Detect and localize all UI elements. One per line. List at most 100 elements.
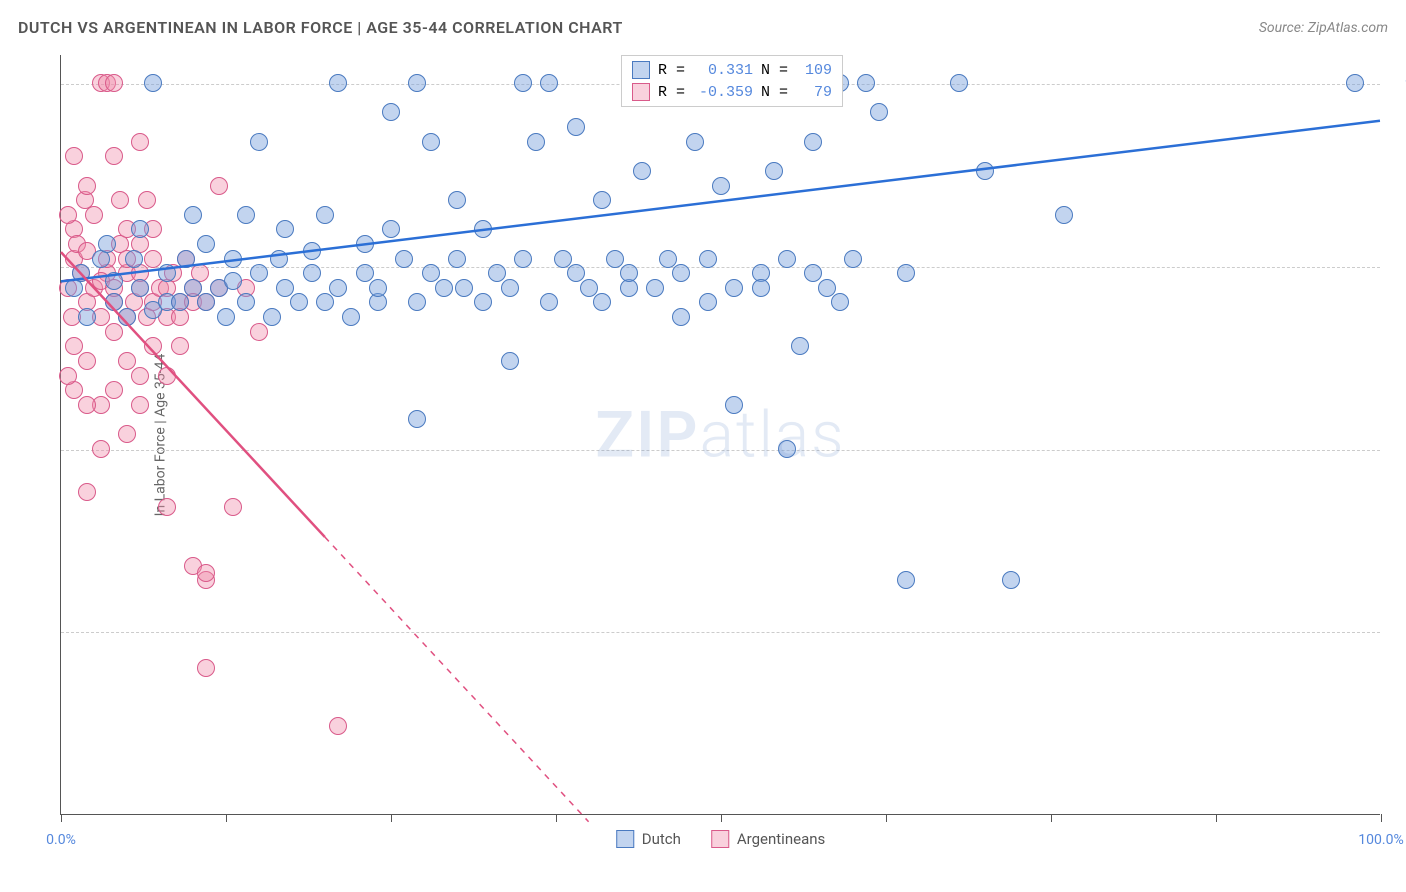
legend-item-argentineans: Argentineans bbox=[711, 830, 825, 848]
argentineans-point bbox=[105, 147, 123, 165]
dutch-point bbox=[171, 293, 189, 311]
dutch-point bbox=[593, 191, 611, 209]
dutch-point bbox=[276, 279, 294, 297]
argentineans-point bbox=[118, 352, 136, 370]
x-tick-label: 100.0% bbox=[1358, 832, 1403, 848]
argentineans-point bbox=[92, 440, 110, 458]
legend-row-argentineans: R = -0.359 N = 79 bbox=[632, 81, 832, 103]
argentineans-point bbox=[111, 191, 129, 209]
argentineans-point bbox=[85, 206, 103, 224]
dutch-point bbox=[263, 308, 281, 326]
dutch-point bbox=[316, 293, 334, 311]
swatch-dutch bbox=[632, 61, 650, 79]
argentineans-point bbox=[197, 564, 215, 582]
x-tick-label: 0.0% bbox=[46, 832, 76, 848]
argentineans-point bbox=[131, 133, 149, 151]
dutch-point bbox=[567, 118, 585, 136]
argentineans-point bbox=[105, 381, 123, 399]
dutch-point bbox=[224, 272, 242, 290]
argentineans-point bbox=[65, 147, 83, 165]
dutch-point bbox=[765, 162, 783, 180]
dutch-point bbox=[131, 220, 149, 238]
swatch-argentineans bbox=[711, 830, 729, 848]
dutch-point bbox=[580, 279, 598, 297]
dutch-point bbox=[699, 293, 717, 311]
dutch-point bbox=[752, 279, 770, 297]
dutch-point bbox=[270, 250, 288, 268]
source-attribution: Source: ZipAtlas.com bbox=[1259, 20, 1388, 36]
dutch-point bbox=[382, 103, 400, 121]
argentineans-point bbox=[105, 74, 123, 92]
argentineans-point bbox=[131, 367, 149, 385]
x-tick bbox=[1381, 814, 1382, 822]
n-label: N = bbox=[761, 62, 788, 79]
dutch-point bbox=[144, 74, 162, 92]
argentineans-point bbox=[105, 323, 123, 341]
dutch-point bbox=[408, 293, 426, 311]
dutch-point bbox=[329, 74, 347, 92]
dutch-point bbox=[329, 279, 347, 297]
dutch-point bbox=[857, 74, 875, 92]
dutch-point bbox=[382, 220, 400, 238]
x-tick bbox=[1216, 814, 1217, 822]
n-label: N = bbox=[761, 84, 788, 101]
argentineans-point bbox=[118, 425, 136, 443]
dutch-point bbox=[818, 279, 836, 297]
dutch-point bbox=[408, 410, 426, 428]
dutch-point bbox=[672, 264, 690, 282]
dutch-point bbox=[554, 250, 572, 268]
dutch-point bbox=[712, 177, 730, 195]
argentineans-point bbox=[78, 396, 96, 414]
dutch-point bbox=[237, 206, 255, 224]
argentineans-point bbox=[158, 367, 176, 385]
dutch-point bbox=[1055, 206, 1073, 224]
chart-area: In Labor Force | Age 35-44 62.5%75.0%87.… bbox=[60, 55, 1380, 815]
dutch-point bbox=[791, 337, 809, 355]
x-tick bbox=[61, 814, 62, 822]
dutch-point bbox=[125, 250, 143, 268]
dutch-point bbox=[672, 308, 690, 326]
dutch-r-value: 0.331 bbox=[693, 62, 753, 79]
dutch-point bbox=[184, 206, 202, 224]
dutch-point bbox=[395, 250, 413, 268]
dutch-point bbox=[699, 250, 717, 268]
dutch-point bbox=[184, 279, 202, 297]
argentineans-point bbox=[197, 659, 215, 677]
dutch-point bbox=[870, 103, 888, 121]
dutch-point bbox=[177, 250, 195, 268]
dutch-point bbox=[501, 279, 519, 297]
argentineans-label: Argentineans bbox=[737, 830, 825, 848]
dutch-point bbox=[217, 308, 235, 326]
y-tick-label: 100.0% bbox=[1390, 77, 1406, 93]
x-tick bbox=[886, 814, 887, 822]
dutch-point bbox=[1346, 74, 1364, 92]
dutch-point bbox=[593, 293, 611, 311]
dutch-point bbox=[356, 264, 374, 282]
dutch-point bbox=[633, 162, 651, 180]
dutch-point bbox=[831, 293, 849, 311]
dutch-point bbox=[976, 162, 994, 180]
argentineans-point bbox=[78, 483, 96, 501]
dutch-point bbox=[197, 235, 215, 253]
dutch-point bbox=[897, 264, 915, 282]
dutch-point bbox=[474, 220, 492, 238]
dutch-point bbox=[303, 242, 321, 260]
dutch-point bbox=[448, 250, 466, 268]
dutch-point bbox=[356, 235, 374, 253]
argentineans-point bbox=[171, 337, 189, 355]
dutch-point bbox=[897, 571, 915, 589]
dutch-point bbox=[540, 74, 558, 92]
dutch-point bbox=[514, 74, 532, 92]
argentineans-point bbox=[144, 250, 162, 268]
series-legend: Dutch Argentineans bbox=[616, 830, 826, 848]
x-tick bbox=[721, 814, 722, 822]
dutch-point bbox=[250, 133, 268, 151]
dutch-point bbox=[488, 264, 506, 282]
dutch-point bbox=[950, 74, 968, 92]
dutch-point bbox=[290, 293, 308, 311]
dutch-point bbox=[422, 133, 440, 151]
dutch-point bbox=[276, 220, 294, 238]
dutch-n-value: 109 bbox=[796, 62, 832, 79]
y-tick-label: 62.5% bbox=[1390, 625, 1406, 641]
dutch-point bbox=[369, 279, 387, 297]
